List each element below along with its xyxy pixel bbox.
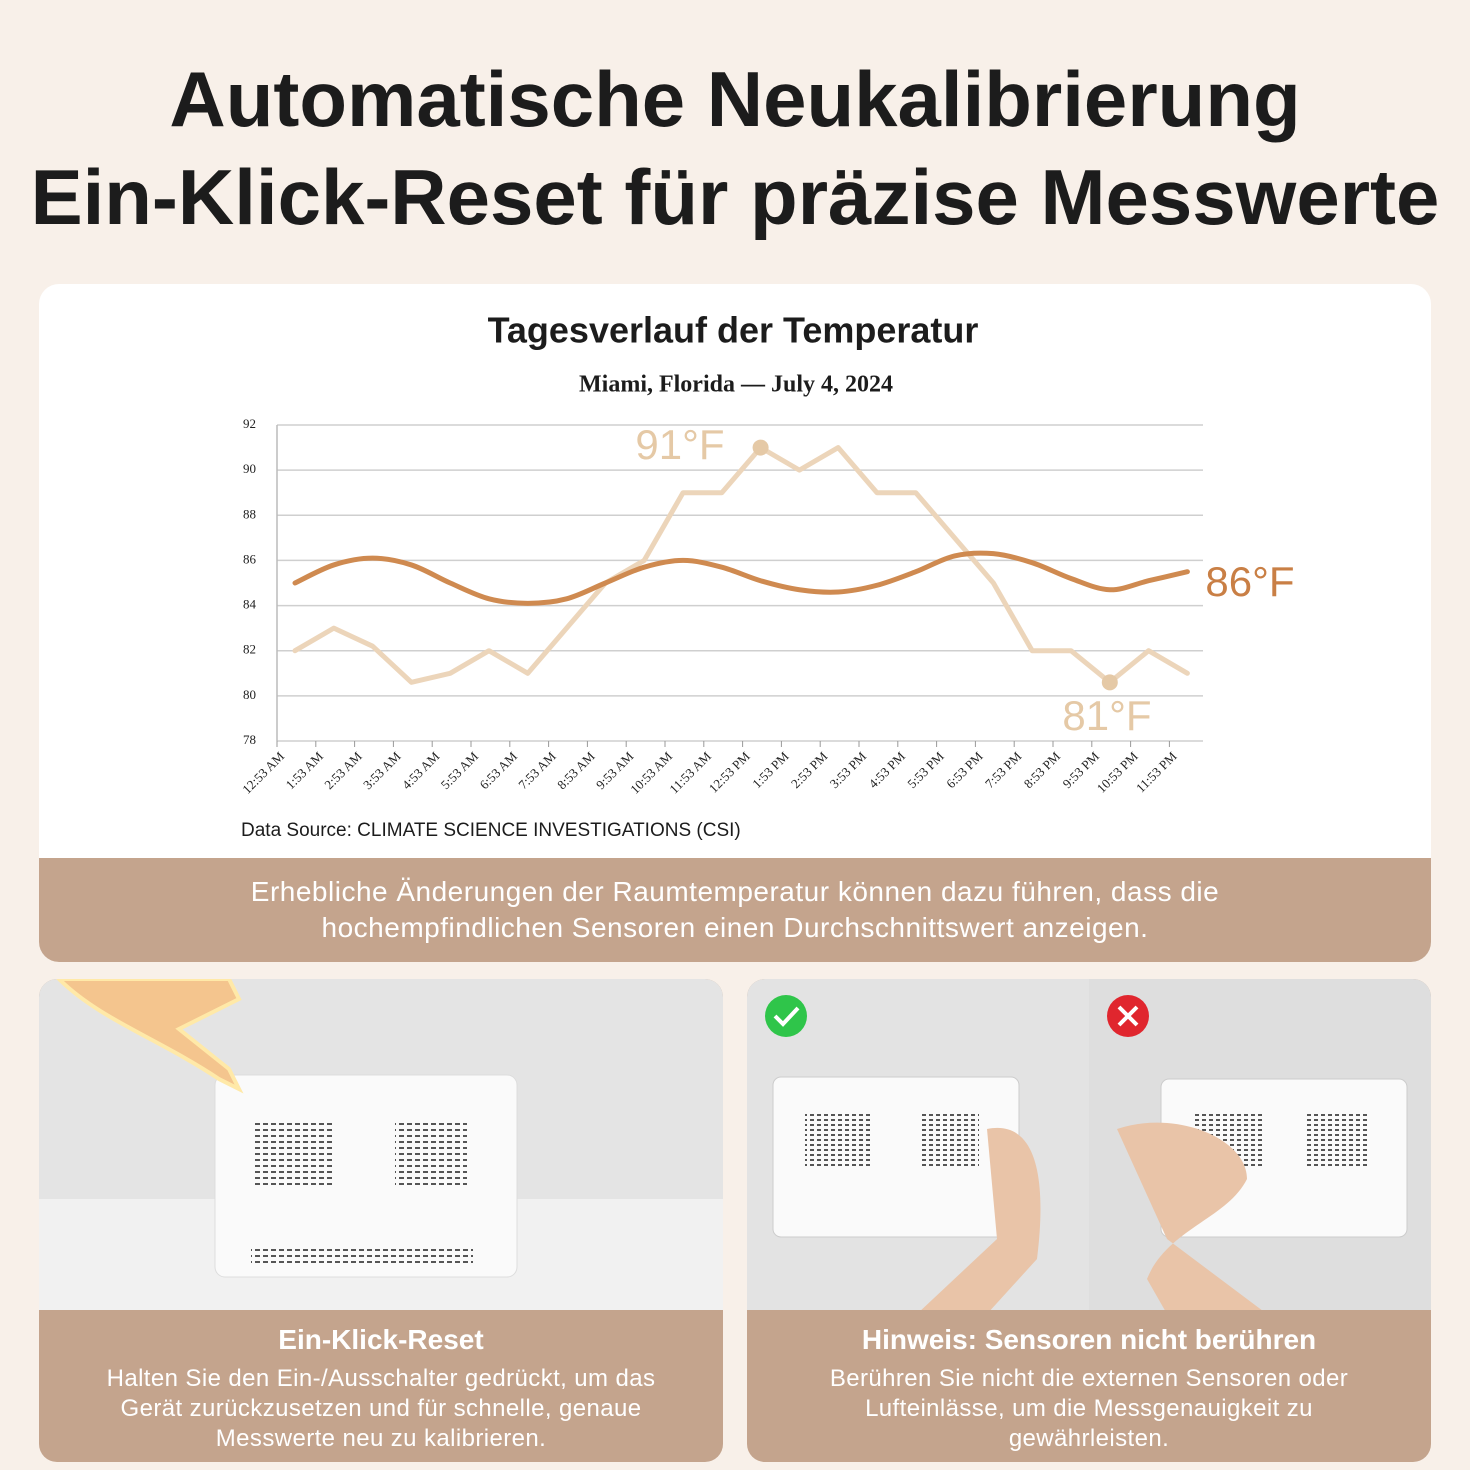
photo [747, 979, 1431, 1310]
x-tick-label: 5:53 AM [438, 748, 482, 792]
caption: Erhebliche Änderungen der Raumtemperatur… [39, 858, 1431, 962]
x-tick-label: 10:53 AM [627, 748, 675, 796]
x-tick-label: 12:53 AM [239, 748, 287, 796]
x-tick-label: 1:53 PM [749, 748, 792, 791]
y-tick-label: 84 [243, 597, 257, 612]
chart: Tagesverlauf der Temperatur Miami, Florid… [239, 310, 1295, 842]
annotation: 81°F [1062, 692, 1151, 739]
y-tick-label: 82 [243, 642, 256, 657]
y-tick-label: 90 [243, 461, 256, 476]
annotation: 91°F [635, 421, 724, 468]
headline: Automatische Neukalibrierung [169, 55, 1301, 143]
x-tick-label: 2:53 PM [788, 748, 831, 791]
y-tick-label: 86 [243, 551, 257, 566]
x-tick-label: 4:53 AM [399, 748, 443, 792]
x-tick-label: 7:53 PM [982, 748, 1025, 791]
annotation: 86°F [1205, 558, 1294, 605]
series-line [292, 445, 1190, 685]
x-tick-label: 10:53 PM [1094, 748, 1141, 795]
panel: Ein-Klick-Reset Halten Sie den Ein-/Auss… [39, 979, 723, 1462]
panel-text: Berühren Sie nicht die externen Sensoren… [829, 1365, 1349, 1452]
y-tick-label: 88 [243, 506, 256, 521]
headline: Ein-Klick-Reset für präzise Messwerte [30, 153, 1440, 241]
x-tick-label: 11:53 AM [666, 748, 714, 796]
photo [39, 979, 723, 1310]
x-tick-label: 7:53 AM [515, 748, 559, 792]
highlight-dot [752, 439, 769, 456]
x-tick-label: 12:53 PM [706, 748, 753, 795]
x-tick-label: 11:53 PM [1133, 748, 1180, 795]
panel-text: Halten Sie den Ein-/Ausschalter gedrückt… [106, 1365, 656, 1452]
panel-title: Hinweis: Sensoren nicht berühren [861, 1324, 1317, 1355]
x-tick-label: 1:53 AM [282, 748, 326, 792]
chart-subtitle: Miami, Florida — July 4, 2024 [579, 372, 893, 398]
highlight-dot [1101, 674, 1118, 691]
x-tick-label: 3:53 PM [827, 748, 870, 791]
x-tick-label: 6:53 AM [476, 748, 520, 792]
x-tick-label: 2:53 AM [321, 748, 365, 792]
y-tick-label: 80 [243, 687, 256, 702]
x-tick-label: 6:53 PM [943, 748, 986, 791]
y-tick-label: 92 [243, 416, 256, 431]
x-tick-label: 3:53 AM [360, 748, 404, 792]
y-tick-label: 78 [243, 732, 256, 747]
chart-title: Tagesverlauf der Temperatur [488, 310, 979, 351]
x-tick-label: 5:53 PM [904, 748, 947, 791]
chart-card: Erhebliche Änderungen der Raumtemperatur… [39, 284, 1431, 962]
series-line [292, 550, 1190, 606]
data-source: Data Source: CLIMATE SCIENCE INVESTIGATI… [241, 820, 741, 841]
x-tick-label: 8:53 PM [1021, 748, 1064, 791]
panel-title: Ein-Klick-Reset [278, 1324, 484, 1355]
x-tick-label: 8:53 AM [554, 748, 598, 792]
panel: Hinweis: Sensoren nicht berühren Berühre… [747, 979, 1431, 1462]
x-tick-label: 4:53 PM [865, 748, 908, 791]
